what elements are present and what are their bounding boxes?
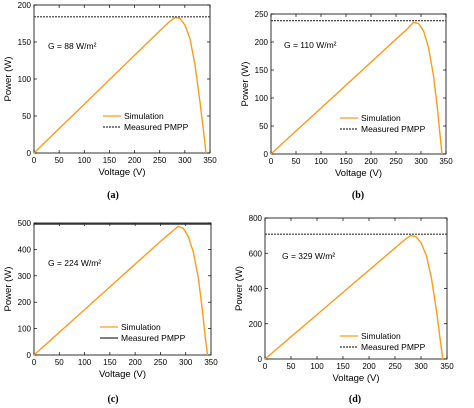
x-tick-label: 100	[314, 157, 328, 166]
y-tick-label: 0	[27, 149, 32, 158]
x-tick-label: 100	[78, 358, 92, 367]
y-tick-label: 100	[255, 94, 269, 103]
irradiance-annotation: G = 329 W/m²	[282, 251, 335, 261]
y-tick-label: 200	[18, 298, 32, 307]
x-tick-label: 50	[55, 358, 64, 367]
x-axis-label: Voltage (V)	[99, 369, 146, 380]
x-tick-label: 300	[414, 157, 428, 166]
y-axis-label: Power (W)	[3, 267, 14, 312]
x-tick-label: 350	[204, 358, 218, 367]
y-tick-label: 300	[18, 272, 32, 281]
y-tick-label: 600	[249, 249, 263, 258]
y-axis-label: Power (W)	[234, 266, 245, 311]
y-axis-label: Power (W)	[3, 57, 14, 102]
y-tick-label: 400	[249, 285, 263, 294]
y-tick-label: 0	[27, 351, 32, 360]
legend-entry: Measured PMPP	[361, 342, 426, 352]
x-tick-label: 150	[339, 157, 353, 166]
series-line-simulation	[270, 21, 443, 155]
x-tick-label: 350	[439, 157, 453, 166]
x-tick-label: 50	[287, 362, 296, 371]
plot-frame	[264, 217, 448, 360]
y-tick-label: 250	[255, 10, 269, 19]
y-axis-label: Power (W)	[240, 62, 251, 107]
y-tick-label: 400	[18, 245, 32, 254]
x-axis-label: Voltage (V)	[335, 168, 382, 179]
y-tick-label: 800	[249, 214, 263, 223]
legend-entry: Simulation	[361, 331, 401, 341]
x-tick-label: 150	[336, 362, 350, 371]
x-tick-label: 350	[203, 156, 217, 165]
series-line-simulation	[33, 16, 207, 154]
x-tick-label: 250	[153, 156, 167, 165]
y-tick-label: 150	[18, 38, 32, 47]
x-tick-label: 250	[154, 358, 168, 367]
irradiance-annotation: G = 88 W/m²	[48, 41, 97, 51]
x-tick-label: 0	[32, 156, 37, 165]
irradiance-annotation: G = 110 W/m²	[284, 40, 337, 50]
y-tick-label: 100	[18, 325, 32, 334]
series-line-simulation	[33, 225, 209, 356]
x-tick-label: 200	[364, 157, 378, 166]
y-tick-label: 200	[18, 1, 32, 10]
x-axis-label: Voltage (V)	[333, 373, 380, 384]
y-tick-label: 200	[255, 38, 269, 47]
chart-panel-a: 0 50 100 150 200 250 300 350 0 50 100 150 200 Voltage…	[3, 1, 217, 201]
x-axis-label: Voltage (V)	[99, 167, 146, 178]
x-tick-label: 0	[32, 358, 37, 367]
x-tick-label: 100	[310, 362, 324, 371]
legend-entry: Measured PMPP	[361, 124, 426, 134]
x-tick-label: 200	[128, 358, 142, 367]
x-tick-label: 350	[440, 362, 454, 371]
plot-frame	[33, 222, 212, 356]
x-tick-label: 300	[179, 358, 193, 367]
x-tick-label: 0	[263, 362, 268, 371]
legend-entry: Simulation	[121, 322, 161, 332]
y-tick-label: 500	[18, 219, 32, 228]
chart-panel-c: 0 50 100 150 200 250 300 350 0 100 200 300 400 500 Vol…	[3, 219, 218, 405]
y-tick-label: 0	[264, 150, 269, 159]
plot-frame	[33, 4, 211, 154]
x-tick-label: 50	[292, 157, 301, 166]
x-tick-label: 250	[388, 362, 402, 371]
y-tick-label: 150	[255, 66, 269, 75]
legend-entry: Simulation	[361, 113, 401, 123]
x-tick-label: 0	[269, 157, 274, 166]
panel-label: (c)	[107, 394, 118, 405]
panel-label: (a)	[107, 190, 119, 201]
legend-entry: Measured PMPP	[124, 122, 189, 132]
x-tick-label: 150	[103, 156, 117, 165]
x-tick-label: 100	[78, 156, 92, 165]
panel-label: (d)	[349, 394, 361, 405]
y-tick-label: 200	[249, 320, 263, 329]
chart-panel-d: 0 50 100 150 200 250 300 350 0 200 400 600 800 Voltag…	[234, 214, 454, 405]
legend-entry: Simulation	[124, 111, 164, 121]
x-tick-label: 300	[178, 156, 192, 165]
panel-label: (b)	[352, 190, 364, 201]
x-tick-label: 200	[362, 362, 376, 371]
chart-panel-b: 0 50 100 150 200 250 300 350 0 50 100 150 200 250 Volt…	[240, 10, 453, 201]
y-tick-label: 100	[18, 75, 32, 84]
x-tick-label: 300	[414, 362, 428, 371]
y-tick-label: 50	[259, 122, 268, 131]
x-tick-label: 50	[55, 156, 64, 165]
series-line-simulation	[264, 234, 444, 360]
legend-entry: Measured PMPP	[121, 333, 186, 343]
x-tick-label: 150	[103, 358, 117, 367]
y-tick-label: 50	[22, 112, 31, 121]
y-tick-label: 0	[258, 355, 263, 364]
irradiance-annotation: G = 224 W/m²	[48, 258, 101, 268]
plot-frame	[270, 13, 447, 155]
x-tick-label: 250	[389, 157, 403, 166]
x-tick-label: 200	[128, 156, 142, 165]
